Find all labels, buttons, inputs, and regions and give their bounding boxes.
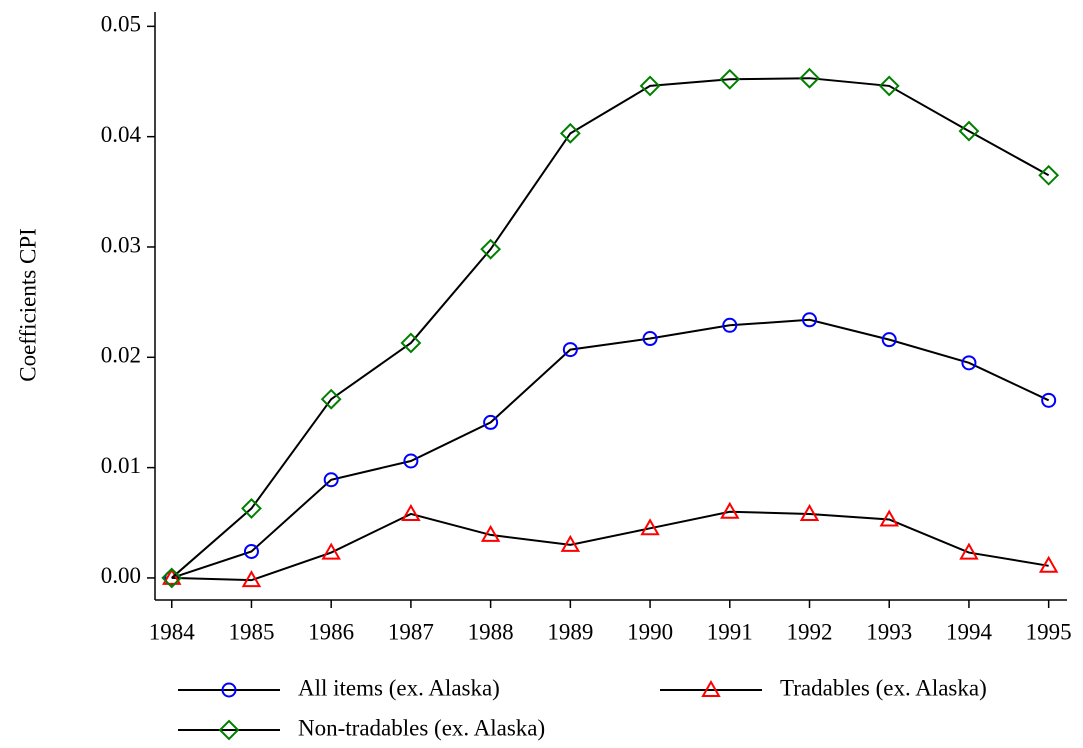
marker	[799, 503, 820, 521]
marker	[799, 67, 820, 89]
series-line	[171, 510, 1049, 582]
y-axis-label: Coefficients CPI	[15, 228, 40, 382]
marker	[802, 312, 818, 328]
x-tick-label: 1995	[1026, 619, 1072, 644]
marker	[218, 719, 240, 741]
x-tick-label: 1986	[308, 619, 354, 644]
marker	[958, 120, 980, 142]
marker	[241, 498, 262, 519]
marker	[881, 332, 897, 348]
y-tick-label: 0.04	[101, 122, 142, 147]
marker	[161, 567, 183, 589]
marker	[401, 503, 421, 521]
marker	[961, 355, 977, 371]
marker	[878, 75, 900, 97]
marker	[560, 534, 581, 552]
legend-label: All items (ex. Alaska)	[298, 675, 500, 700]
marker	[559, 122, 581, 144]
marker	[243, 543, 259, 559]
marker	[719, 68, 741, 90]
x-tick-label: 1988	[468, 619, 514, 644]
y-tick-label: 0.03	[101, 232, 141, 257]
legend-label: Non-tradables (ex. Alaska)	[298, 715, 545, 740]
series-line	[171, 77, 1050, 579]
marker	[1038, 164, 1060, 186]
y-tick-label: 0.02	[101, 343, 141, 368]
marker	[959, 542, 979, 560]
x-tick-label: 1984	[149, 619, 196, 644]
marker	[1038, 555, 1059, 573]
x-tick-label: 1993	[866, 619, 912, 644]
marker	[400, 332, 422, 354]
marker	[642, 331, 658, 347]
marker	[639, 75, 661, 97]
marker	[403, 453, 419, 469]
x-tick-label: 1992	[787, 619, 833, 644]
x-tick-label: 1991	[707, 619, 753, 644]
x-tick-label: 1994	[946, 619, 993, 644]
x-tick-label: 1989	[547, 619, 593, 644]
series-line	[171, 318, 1050, 579]
marker	[562, 342, 578, 358]
marker	[480, 238, 502, 260]
marker	[480, 524, 501, 542]
x-tick-label: 1987	[388, 619, 434, 644]
marker	[221, 682, 237, 698]
x-tick-label: 1990	[627, 619, 673, 644]
y-tick-label: 0.01	[101, 453, 141, 478]
x-tick-label: 1985	[228, 619, 274, 644]
marker	[320, 388, 342, 410]
marker	[701, 679, 721, 697]
marker	[720, 501, 740, 519]
y-tick-label: 0.05	[101, 12, 141, 37]
marker	[722, 317, 738, 333]
marker	[241, 570, 262, 588]
marker	[323, 472, 339, 488]
marker	[640, 518, 660, 536]
marker	[162, 567, 182, 585]
marker	[879, 509, 899, 527]
marker	[483, 414, 499, 430]
marker	[1041, 392, 1057, 408]
y-tick-label: 0.00	[101, 563, 141, 588]
legend-label: Tradables (ex. Alaska)	[780, 675, 987, 700]
marker	[321, 542, 341, 560]
